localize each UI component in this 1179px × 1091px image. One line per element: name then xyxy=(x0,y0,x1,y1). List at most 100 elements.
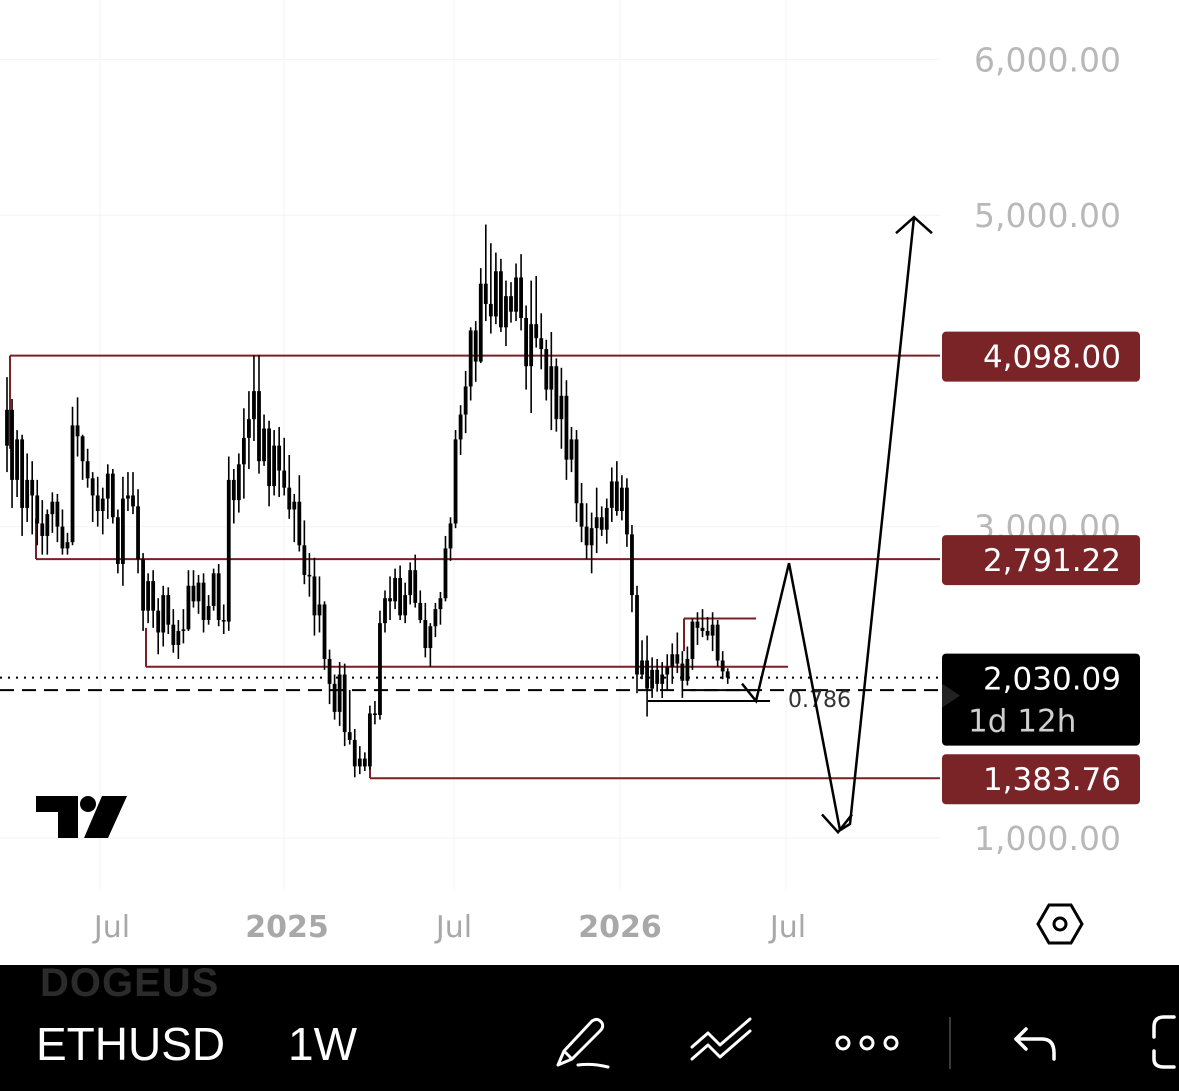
candle xyxy=(50,492,55,533)
current-price-text: 2,030.09 xyxy=(983,662,1121,698)
candle xyxy=(483,224,488,322)
candle-body xyxy=(121,498,125,564)
candle-body xyxy=(241,437,246,465)
candle-body xyxy=(317,604,322,616)
candle xyxy=(438,591,443,625)
candle xyxy=(347,690,352,745)
candle-body xyxy=(388,598,392,602)
candle xyxy=(670,643,675,684)
candle-body xyxy=(378,623,382,715)
candle xyxy=(362,752,367,772)
candle-body xyxy=(645,660,649,689)
support-price-tag-bg xyxy=(942,754,1140,805)
candle xyxy=(131,472,135,515)
candle xyxy=(277,426,282,498)
candle-body xyxy=(438,598,443,610)
candle-body xyxy=(226,479,231,622)
candle-body xyxy=(105,473,110,499)
candle-body xyxy=(126,495,130,499)
candle-body xyxy=(337,674,342,712)
candle-body xyxy=(458,414,463,440)
time-axis-label: Jul xyxy=(768,910,806,945)
symbol-name[interactable]: ETHUSD xyxy=(36,1018,226,1070)
candle-body xyxy=(100,498,105,512)
candle xyxy=(458,405,463,455)
fullscreen-icon[interactable] xyxy=(1140,1007,1179,1071)
candle-body xyxy=(146,581,151,611)
resistance-price-tag-bg xyxy=(942,331,1140,382)
candle xyxy=(710,612,715,652)
candle-body xyxy=(630,534,634,596)
resistance-price-tag: 4,098.00 xyxy=(942,331,1140,382)
candle xyxy=(625,478,629,547)
settings-hexagon-icon[interactable] xyxy=(1036,903,1084,945)
candle xyxy=(478,268,483,364)
candle xyxy=(569,426,574,473)
candle xyxy=(423,602,428,658)
candle-body xyxy=(181,629,186,631)
candle xyxy=(428,623,433,667)
candle xyxy=(514,263,518,322)
candle-body xyxy=(574,439,579,504)
candle-body xyxy=(373,713,377,715)
candle-body xyxy=(509,296,513,312)
current-price-tag: 2,030.09 1d 12h xyxy=(942,653,1140,746)
candle-body xyxy=(45,514,50,536)
candle xyxy=(241,408,246,499)
time-axis[interactable]: Jul 2025 Jul 2026 Jul xyxy=(92,910,806,945)
candle xyxy=(85,448,90,488)
candle xyxy=(357,746,362,775)
candle xyxy=(282,437,287,496)
candle xyxy=(115,509,120,574)
candle xyxy=(665,654,670,691)
candle-body xyxy=(453,439,458,524)
candle-body xyxy=(468,330,473,387)
candle-body xyxy=(690,621,695,659)
candle-body xyxy=(136,506,140,560)
candle xyxy=(599,506,604,536)
candle xyxy=(408,562,413,605)
candle-body xyxy=(695,621,700,628)
candle xyxy=(499,258,503,332)
candle-body xyxy=(584,526,589,546)
candle xyxy=(226,456,231,631)
candle xyxy=(352,729,357,778)
candle xyxy=(584,503,589,560)
candle xyxy=(146,573,151,624)
candle-body xyxy=(564,395,569,460)
candle xyxy=(297,475,302,552)
brush-draw-icon[interactable] xyxy=(548,1007,612,1071)
candle-body xyxy=(604,507,609,530)
candle-body xyxy=(599,517,604,530)
support-price-tag: 1,383.76 xyxy=(942,754,1140,805)
candle-body xyxy=(267,428,271,487)
candle-body xyxy=(347,732,352,740)
price-axis[interactable]: 6,000.005,000.003,000.001,000.004,098.00… xyxy=(942,41,1140,859)
candle xyxy=(65,532,70,555)
candle-body xyxy=(156,610,161,633)
candle xyxy=(166,587,171,635)
candle xyxy=(156,598,161,655)
more-options-icon[interactable] xyxy=(832,1007,902,1071)
candle xyxy=(322,601,327,670)
candle-body xyxy=(499,271,503,328)
candle xyxy=(373,700,377,725)
candle-body xyxy=(569,439,574,460)
interval-selector[interactable]: 1W xyxy=(288,1018,357,1070)
candle xyxy=(685,646,690,686)
projection-path xyxy=(741,217,916,833)
candle-body xyxy=(332,683,337,712)
candle-body xyxy=(443,548,448,599)
candle-body xyxy=(398,577,403,616)
candle-body xyxy=(327,658,332,684)
candle xyxy=(529,280,534,413)
candle xyxy=(312,557,317,636)
candle xyxy=(317,576,322,633)
candle-body xyxy=(262,428,266,462)
trend-tools-icon[interactable] xyxy=(688,1007,758,1071)
candle-body xyxy=(65,542,70,549)
price-chart[interactable]: 0.786 6,000.005,000.003,000.001,000.004,… xyxy=(0,0,1179,965)
undo-icon[interactable] xyxy=(1008,1007,1068,1071)
candle-body xyxy=(362,758,367,767)
candle xyxy=(655,658,660,692)
